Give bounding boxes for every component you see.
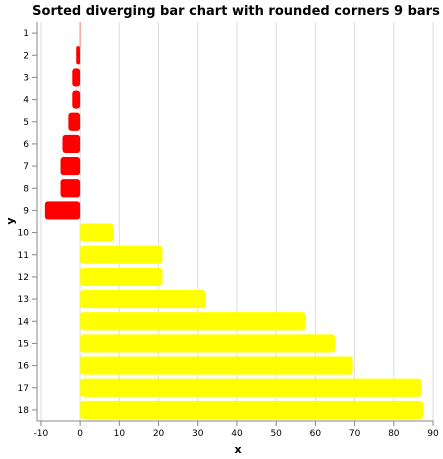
bar-18 <box>80 400 424 420</box>
y-tick-label: 6 <box>23 140 29 150</box>
y-tick-label: 4 <box>23 96 29 106</box>
y-tick-label: 11 <box>18 251 29 261</box>
bar-7 <box>60 156 81 176</box>
y-tick-label: 9 <box>23 206 29 216</box>
y-tick-label: 8 <box>23 184 29 194</box>
x-tick-label: 70 <box>349 429 361 439</box>
y-tick-label: 10 <box>18 229 30 239</box>
bar-13 <box>80 289 206 309</box>
y-tick-label: 14 <box>18 317 30 327</box>
axes: -10 0 10 20 30 40 50 60 70 80 90123456789101112131… <box>18 22 439 439</box>
x-tick-label: 50 <box>270 429 282 439</box>
y-tick-label: 17 <box>18 384 29 394</box>
y-tick-label: 13 <box>18 295 29 305</box>
bar-16 <box>80 356 353 375</box>
x-tick-label: 20 <box>153 429 165 439</box>
bar-3 <box>72 68 81 87</box>
bar-10 <box>80 223 114 242</box>
y-tick-label: 15 <box>18 339 29 349</box>
y-tick-label: 12 <box>18 273 29 283</box>
x-tick-label: 40 <box>231 429 243 439</box>
y-tick-label: 16 <box>18 362 30 372</box>
y-tick-label: 2 <box>23 51 29 61</box>
x-tick-label: 80 <box>388 429 400 439</box>
y-tick-label: 1 <box>23 29 29 39</box>
bar-5 <box>68 112 81 131</box>
chart-title: Sorted diverging bar chart with rounded … <box>32 4 440 19</box>
bar-17 <box>80 378 422 397</box>
bars <box>44 22 424 420</box>
bar-12 <box>80 267 163 287</box>
bar-8 <box>60 179 81 198</box>
bar-14 <box>80 312 306 331</box>
x-tick-label: 0 <box>77 429 83 439</box>
x-tick-label: 60 <box>310 429 322 439</box>
y-tick-label: 7 <box>23 162 29 172</box>
y-tick-label: 3 <box>23 73 29 83</box>
bar-15 <box>80 334 335 353</box>
bar-4 <box>72 90 81 109</box>
y-tick-label: 18 <box>18 406 30 416</box>
grid-lines <box>40 22 434 421</box>
y-axis-title: y <box>4 217 17 224</box>
bar-11 <box>80 245 163 264</box>
bar-9 <box>44 201 81 220</box>
x-tick-label: 10 <box>114 429 126 439</box>
x-axis-title: x <box>234 443 241 456</box>
bar-6 <box>62 134 81 154</box>
bar-2 <box>76 46 81 65</box>
y-tick-label: 5 <box>23 118 29 128</box>
x-tick-label: 30 <box>192 429 204 439</box>
x-tick-label: -10 <box>34 429 49 439</box>
x-tick-label: 90 <box>427 429 439 439</box>
